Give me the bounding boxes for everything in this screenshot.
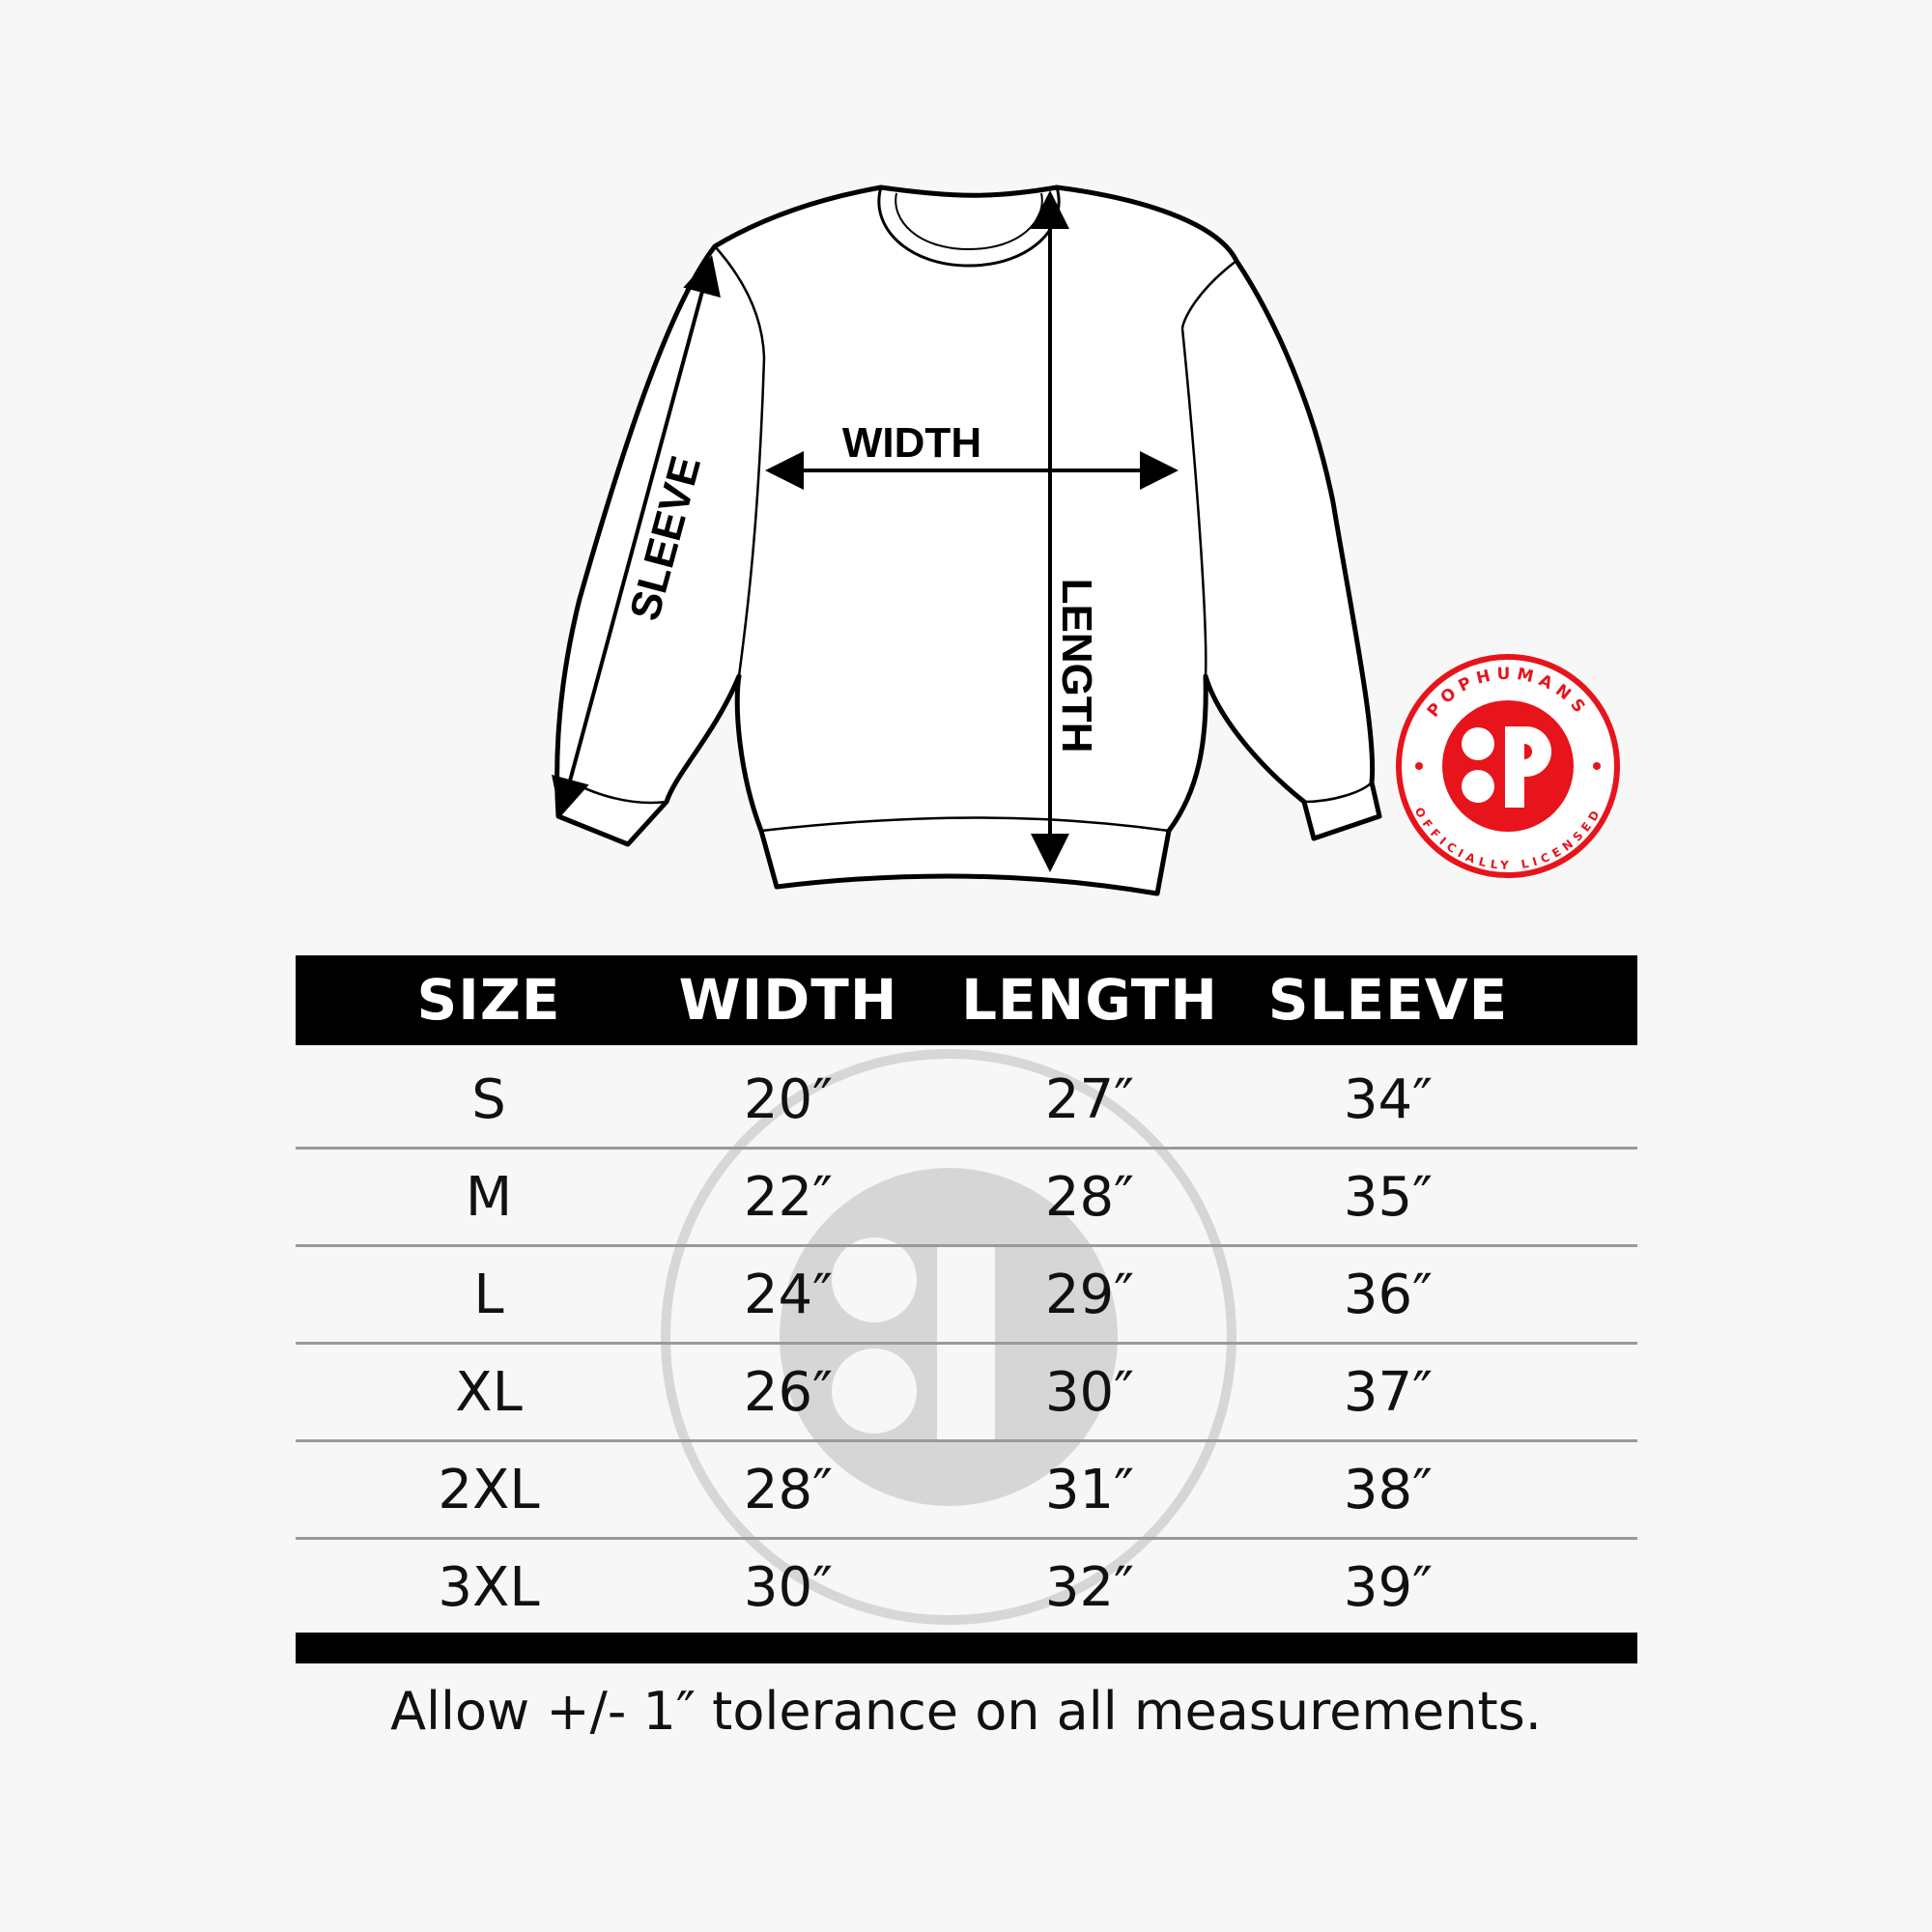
header-sleeve: SLEEVE <box>1267 967 1509 1033</box>
width-label: WIDTH <box>842 419 981 467</box>
cell-size: M <box>465 1166 513 1229</box>
row-divider <box>296 1342 1637 1345</box>
sleeve-arrow <box>552 255 721 817</box>
header-size: SIZE <box>416 967 561 1033</box>
table-row: 3XL 30″ 32″ 39″ <box>296 1539 1637 1636</box>
table-header: SIZE WIDTH LENGTH SLEEVE <box>296 955 1637 1045</box>
cell-size: L <box>473 1264 504 1326</box>
cell-sleeve: 37″ <box>1343 1361 1434 1424</box>
row-divider <box>296 1439 1637 1442</box>
table-row: 2XL 28″ 31″ 38″ <box>296 1441 1637 1539</box>
cell-length: 28″ <box>1044 1166 1135 1229</box>
cell-width: 24″ <box>743 1264 834 1326</box>
table-row: XL 26″ 30″ 37″ <box>296 1344 1637 1441</box>
cell-length: 32″ <box>1044 1556 1135 1619</box>
table-row: S 20″ 27″ 34″ <box>296 1051 1637 1149</box>
cell-width: 30″ <box>743 1556 834 1619</box>
watermark <box>661 1049 1236 1625</box>
cell-sleeve: 35″ <box>1343 1166 1434 1229</box>
cell-length: 27″ <box>1044 1068 1135 1131</box>
length-label: LENGTH <box>1053 579 1100 753</box>
cell-size: S <box>471 1068 506 1131</box>
cell-size: XL <box>455 1361 523 1424</box>
cell-size: 3XL <box>438 1556 540 1619</box>
row-divider <box>296 1147 1637 1150</box>
table-row: M 22″ 28″ 35″ <box>296 1149 1637 1246</box>
cell-sleeve: 39″ <box>1343 1556 1434 1619</box>
cell-sleeve: 38″ <box>1343 1459 1434 1521</box>
tolerance-note: Allow +/- 1″ tolerance on all measuremen… <box>390 1681 1542 1742</box>
header-width: WIDTH <box>678 967 898 1033</box>
cell-length: 31″ <box>1044 1459 1135 1521</box>
cell-size: 2XL <box>438 1459 540 1521</box>
cell-length: 29″ <box>1044 1264 1135 1326</box>
pophumans-logo: POPHUMANS OFFICIALLY LICENSED <box>1396 654 1620 878</box>
measurement-arrows <box>552 190 1179 872</box>
cell-sleeve: 34″ <box>1343 1068 1434 1131</box>
cell-width: 20″ <box>743 1068 834 1131</box>
cell-width: 26″ <box>743 1361 834 1424</box>
row-divider <box>296 1244 1637 1247</box>
table-bottom-bar <box>296 1633 1637 1663</box>
cell-width: 28″ <box>743 1459 834 1521</box>
row-divider <box>296 1537 1637 1540</box>
cell-length: 30″ <box>1044 1361 1135 1424</box>
cell-sleeve: 36″ <box>1343 1264 1434 1326</box>
header-length: LENGTH <box>961 967 1218 1033</box>
table-row: L 24″ 29″ 36″ <box>296 1246 1637 1344</box>
cell-width: 22″ <box>743 1166 834 1229</box>
sweater-outline <box>554 185 1382 896</box>
